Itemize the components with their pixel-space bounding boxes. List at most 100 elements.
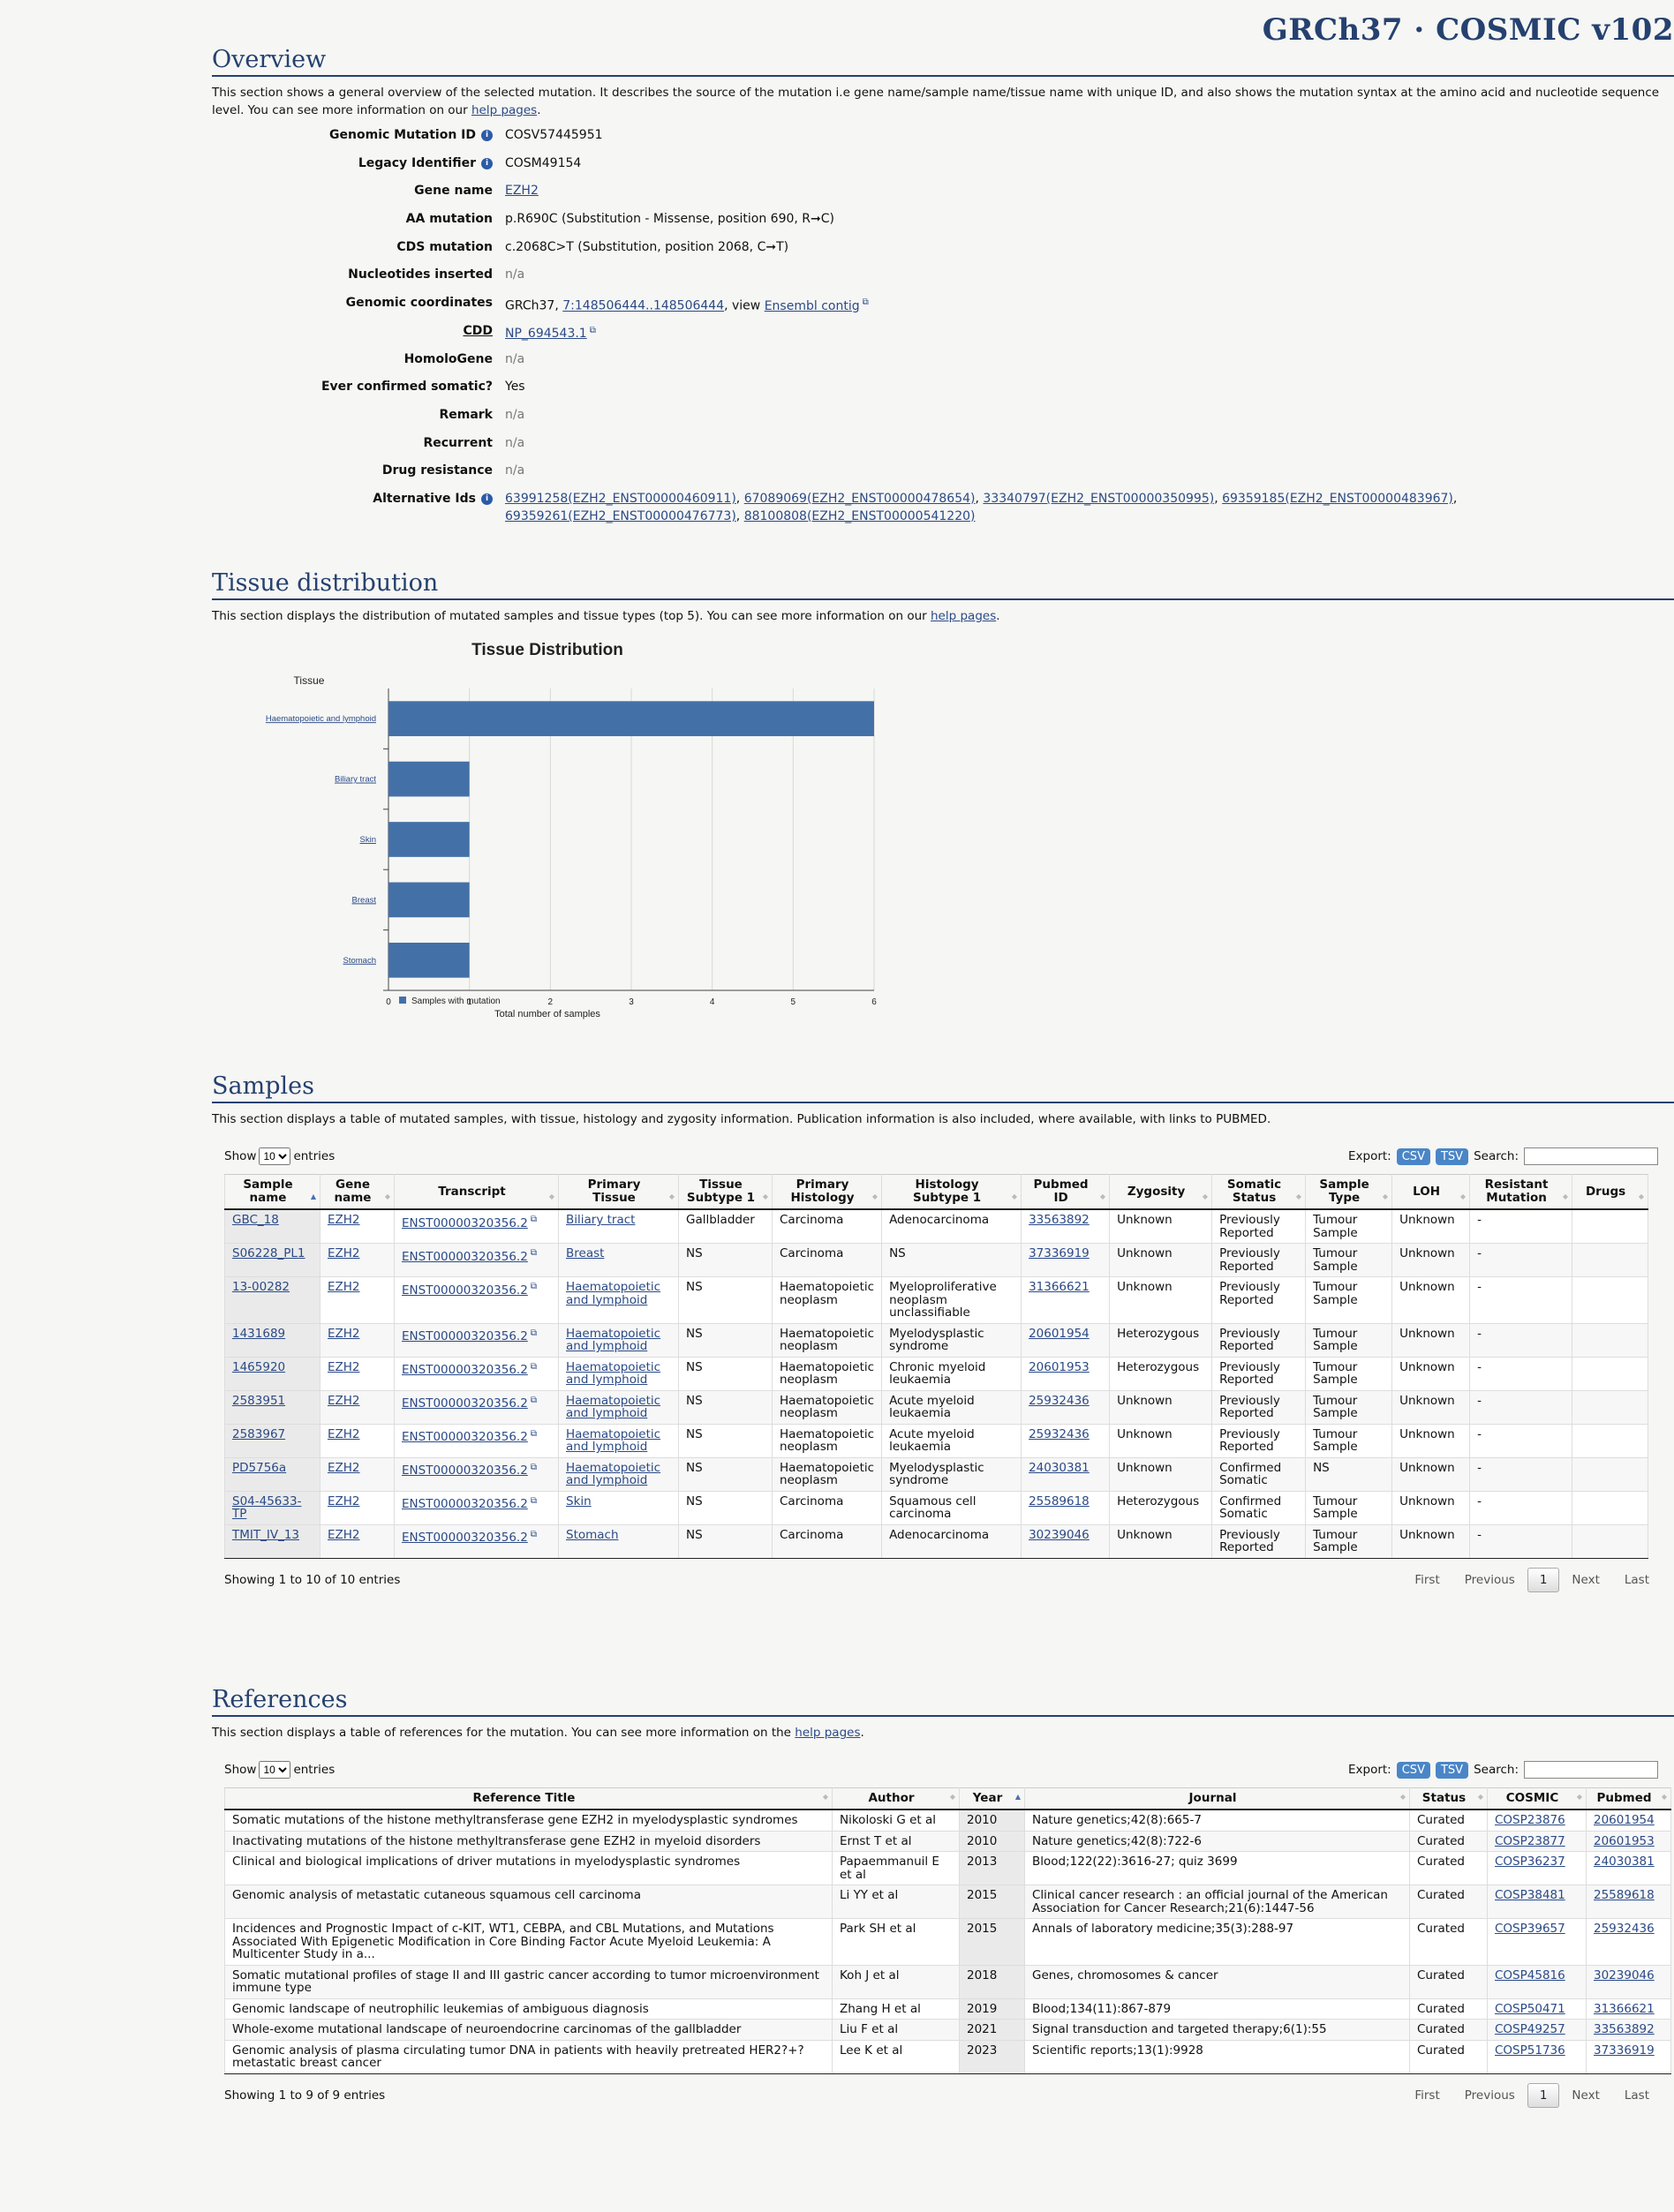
alternative-id-link[interactable]: 33340797(EZH2_ENST00000350995): [983, 491, 1215, 506]
column-header[interactable]: Journal ◆: [1024, 1787, 1410, 1810]
chart-category-label[interactable]: Stomach: [343, 956, 377, 966]
primary-tissue-link[interactable]: Skin: [566, 1493, 592, 1509]
column-header[interactable]: Primary Tissue ◆: [558, 1174, 679, 1210]
sample-name-link[interactable]: S06228_PL1: [232, 1246, 305, 1260]
pager-current-page[interactable]: 1: [1527, 2082, 1560, 2108]
gene-name-link[interactable]: EZH2: [328, 1493, 360, 1509]
primary-tissue-link[interactable]: Haematopoietic and lymphoid: [566, 1426, 661, 1454]
transcript-link[interactable]: ENST00000320356.2: [402, 1250, 537, 1264]
pubmed-link[interactable]: 24030381: [1594, 1855, 1655, 1869]
pager-last-button[interactable]: Last: [1624, 1572, 1649, 1587]
pubmed-link[interactable]: 25589618: [1594, 1888, 1655, 1902]
references-search-input[interactable]: [1524, 1761, 1658, 1779]
column-header[interactable]: COSMIC ◆: [1487, 1787, 1587, 1810]
column-header[interactable]: Histology Subtype 1 ◆: [881, 1174, 1022, 1210]
pubmed-link[interactable]: 37336919: [1029, 1246, 1090, 1260]
column-header[interactable]: Pubmed ◆: [1586, 1787, 1671, 1810]
column-header[interactable]: Pubmed ID ◆: [1021, 1174, 1111, 1210]
alternative-id-link[interactable]: 63991258(EZH2_ENST00000460911): [505, 491, 736, 506]
column-header[interactable]: Sample name ▲: [224, 1174, 320, 1210]
info-icon[interactable]: i: [481, 130, 493, 141]
cosmic-link[interactable]: COSP39657: [1495, 1922, 1565, 1936]
samples-search-input[interactable]: [1524, 1147, 1658, 1165]
chart-category-label[interactable]: Haematopoietic and lymphoid: [266, 714, 376, 724]
column-header[interactable]: Primary Histology ◆: [771, 1174, 883, 1210]
transcript-link[interactable]: ENST00000320356.2: [402, 1531, 537, 1545]
pager-last-button[interactable]: Last: [1624, 2088, 1649, 2103]
cosmic-link[interactable]: COSP36237: [1495, 1855, 1565, 1869]
pager-first-button[interactable]: First: [1414, 1572, 1440, 1587]
primary-tissue-link[interactable]: Haematopoietic and lymphoid: [566, 1326, 661, 1353]
pager-previous-button[interactable]: Previous: [1464, 2088, 1515, 2103]
pager-first-button[interactable]: First: [1414, 2088, 1440, 2103]
chart-category-label[interactable]: Biliary tract: [335, 775, 376, 785]
ensembl-contig-link[interactable]: Ensembl contig: [765, 299, 869, 313]
references-export-tsv-button[interactable]: TSV: [1435, 1761, 1469, 1779]
primary-tissue-link[interactable]: Biliary tract: [566, 1213, 636, 1227]
gene-name-link[interactable]: EZH2: [328, 1527, 360, 1542]
pubmed-link[interactable]: 24030381: [1029, 1460, 1090, 1475]
column-header[interactable]: Resistant Mutation ◆: [1469, 1174, 1573, 1210]
pager-previous-button[interactable]: Previous: [1464, 1572, 1515, 1587]
cosmic-link[interactable]: COSP23877: [1495, 1833, 1565, 1848]
column-header[interactable]: Year ▲: [959, 1787, 1025, 1810]
column-header[interactable]: Author ◆: [832, 1787, 960, 1810]
transcript-link[interactable]: ENST00000320356.2: [402, 1283, 537, 1298]
transcript-link[interactable]: ENST00000320356.2: [402, 1216, 537, 1230]
chart-category-label[interactable]: Breast: [352, 895, 377, 905]
pubmed-link[interactable]: 25932436: [1029, 1393, 1090, 1408]
sample-name-link[interactable]: GBC_18: [232, 1213, 279, 1227]
primary-tissue-link[interactable]: Haematopoietic and lymphoid: [566, 1393, 661, 1420]
gene-name-link[interactable]: EZH2: [328, 1426, 360, 1441]
sample-name-link[interactable]: 2583951: [232, 1393, 286, 1408]
primary-tissue-link[interactable]: Haematopoietic and lymphoid: [566, 1460, 661, 1487]
gene-name-link[interactable]: EZH2: [328, 1213, 360, 1227]
samples-export-tsv-button[interactable]: TSV: [1435, 1147, 1469, 1165]
pubmed-link[interactable]: 20601954: [1029, 1326, 1090, 1341]
chart-category-label[interactable]: Skin: [360, 835, 376, 845]
pubmed-link[interactable]: 25932436: [1029, 1426, 1090, 1441]
column-header[interactable]: Transcript ◆: [394, 1174, 559, 1210]
pubmed-link[interactable]: 30239046: [1029, 1527, 1090, 1542]
column-header[interactable]: Drugs ◆: [1572, 1174, 1649, 1210]
pubmed-link[interactable]: 31366621: [1029, 1280, 1090, 1294]
pubmed-link[interactable]: 20601953: [1594, 1833, 1655, 1848]
pubmed-link[interactable]: 33563892: [1029, 1213, 1090, 1227]
sample-name-link[interactable]: 1465920: [232, 1359, 286, 1374]
gene-name-link[interactable]: EZH2: [328, 1393, 360, 1408]
alternative-id-link[interactable]: 69359261(EZH2_ENST00000476773): [505, 508, 736, 523]
gene-name-link[interactable]: EZH2: [328, 1460, 360, 1475]
info-icon[interactable]: i: [481, 157, 493, 169]
pubmed-link[interactable]: 31366621: [1594, 2001, 1655, 2016]
genomic-coordinates-link[interactable]: 7:148506444..148506444: [562, 298, 725, 313]
pager-next-button[interactable]: Next: [1572, 1572, 1600, 1587]
sample-name-link[interactable]: PD5756a: [232, 1460, 287, 1475]
transcript-link[interactable]: ENST00000320356.2: [402, 1430, 537, 1444]
pubmed-link[interactable]: 30239046: [1594, 1967, 1655, 1983]
pubmed-link[interactable]: 20601953: [1029, 1359, 1090, 1374]
help-pages-link[interactable]: help pages: [931, 609, 997, 623]
cosmic-link[interactable]: COSP49257: [1495, 2022, 1565, 2036]
transcript-link[interactable]: ENST00000320356.2: [402, 1363, 537, 1377]
column-header[interactable]: Tissue Subtype 1 ◆: [678, 1174, 773, 1210]
pubmed-link[interactable]: 25589618: [1029, 1493, 1090, 1509]
alternative-id-link[interactable]: 69359185(EZH2_ENST00000483967): [1222, 491, 1453, 506]
samples-page-size-select[interactable]: 10: [259, 1147, 291, 1165]
pubmed-link[interactable]: 25932436: [1594, 1922, 1655, 1936]
cosmic-link[interactable]: COSP23876: [1495, 1813, 1565, 1827]
column-header[interactable]: Sample Type ◆: [1305, 1174, 1393, 1210]
gene-name-link[interactable]: EZH2: [505, 184, 539, 199]
gene-name-link[interactable]: EZH2: [328, 1246, 360, 1260]
column-header[interactable]: Gene name ◆: [320, 1174, 395, 1210]
gene-name-link[interactable]: EZH2: [328, 1280, 360, 1294]
column-header[interactable]: Reference Title ◆: [224, 1787, 833, 1810]
samples-export-csv-button[interactable]: CSV: [1396, 1147, 1430, 1165]
primary-tissue-link[interactable]: Haematopoietic and lymphoid: [566, 1280, 661, 1307]
sample-name-link[interactable]: 13-00282: [232, 1280, 290, 1294]
references-page-size-select[interactable]: 10: [259, 1761, 291, 1779]
primary-tissue-link[interactable]: Stomach: [566, 1527, 619, 1542]
alternative-id-link[interactable]: 67089069(EZH2_ENST00000478654): [743, 491, 976, 506]
references-export-csv-button[interactable]: CSV: [1396, 1761, 1430, 1779]
pager-current-page[interactable]: 1: [1527, 1567, 1560, 1592]
primary-tissue-link[interactable]: Haematopoietic and lymphoid: [566, 1359, 661, 1387]
